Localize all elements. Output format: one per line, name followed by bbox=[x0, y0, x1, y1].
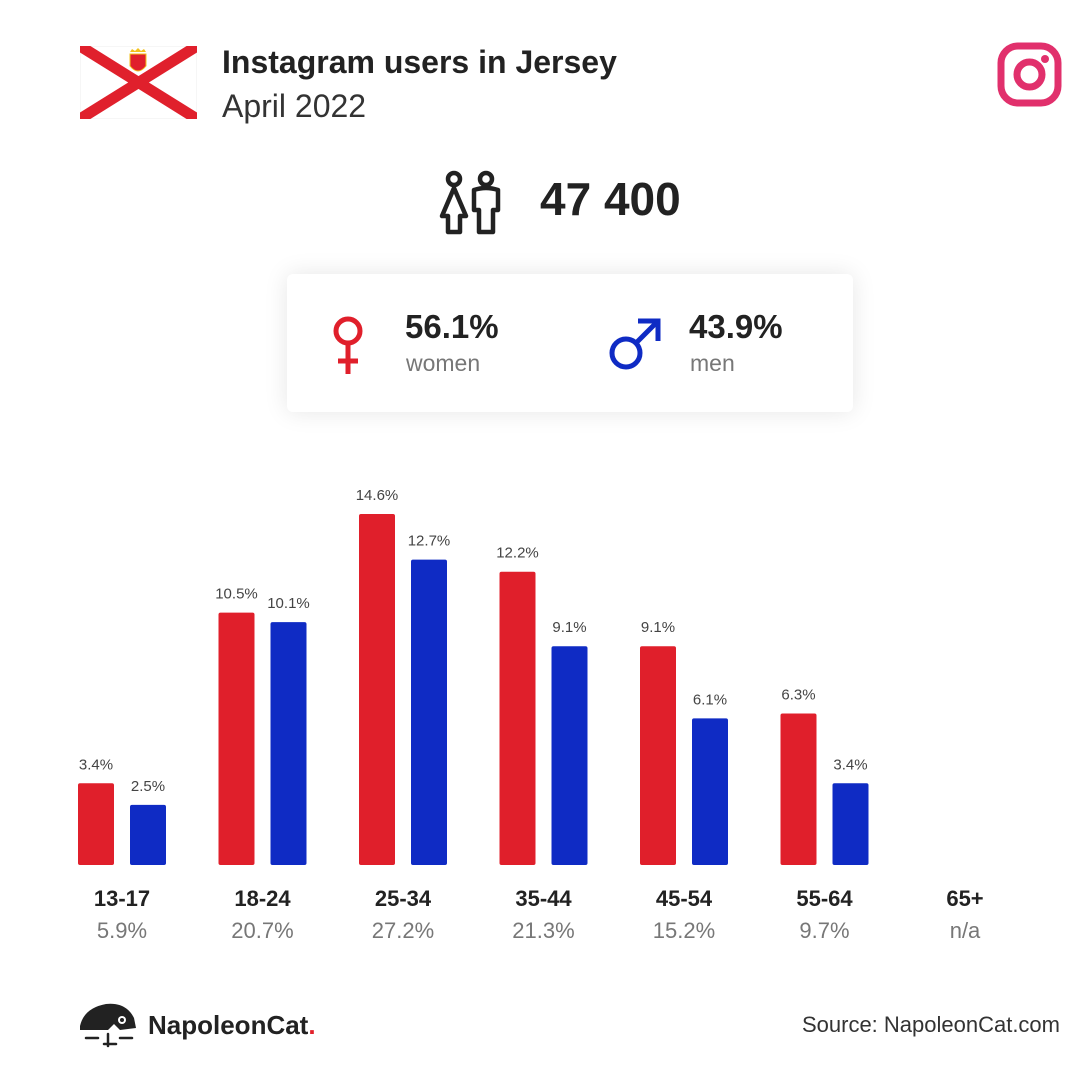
category-label-45-54: 45-54 bbox=[656, 886, 713, 911]
bar-women-13-17 bbox=[78, 783, 114, 865]
category-label-65+: 65+ bbox=[946, 886, 983, 911]
napoleoncat-logo-icon bbox=[80, 1003, 136, 1048]
category-total-25-34: 27.2% bbox=[372, 918, 434, 943]
source-credit: Source: NapoleonCat.com bbox=[801, 1012, 1060, 1037]
bar-women-45-54 bbox=[640, 646, 676, 865]
bar-men-13-17 bbox=[130, 804, 166, 865]
bar-women-25-34 bbox=[359, 514, 395, 865]
male-symbol-icon bbox=[609, 318, 661, 370]
gender-split-card: 56.1% women 43.9% men bbox=[287, 274, 853, 412]
category-total-13-17: 5.9% bbox=[97, 918, 147, 943]
category-label-25-34: 25-34 bbox=[375, 886, 432, 911]
total-users-value: 47 400 bbox=[540, 173, 681, 225]
category-label-13-17: 13-17 bbox=[94, 886, 150, 911]
category-total-18-24: 20.7% bbox=[231, 918, 293, 943]
category-total-65+: n/a bbox=[950, 918, 981, 943]
bar-men-18-24 bbox=[270, 622, 307, 865]
page-title: Instagram users in Jersey bbox=[222, 44, 617, 80]
bar-women-55-64 bbox=[780, 713, 817, 865]
users-icon bbox=[439, 170, 501, 235]
value-label-women-18-24: 10.5% bbox=[215, 586, 258, 603]
category-total-35-44: 21.3% bbox=[512, 918, 574, 943]
men-label: men bbox=[690, 350, 735, 376]
age-gender-bar-chart: 3.4% 2.5% 13-17 5.9% 10.5% 10.1% 18-24 20.7% 14.… bbox=[78, 487, 984, 943]
brand-name: NapoleonCat. bbox=[148, 1010, 316, 1040]
jersey-flag-icon bbox=[80, 46, 197, 119]
category-total-55-64: 9.7% bbox=[799, 918, 849, 943]
category-total-45-54: 15.2% bbox=[653, 918, 715, 943]
category-label-35-44: 35-44 bbox=[515, 886, 572, 911]
bar-men-55-64 bbox=[832, 783, 869, 865]
bar-women-35-44 bbox=[499, 571, 536, 865]
female-symbol-icon bbox=[333, 316, 363, 374]
bar-men-45-54 bbox=[692, 718, 728, 865]
women-label: women bbox=[406, 350, 481, 376]
value-label-men-45-54: 6.1% bbox=[693, 691, 727, 708]
bar-women-18-24 bbox=[218, 612, 255, 865]
value-label-men-18-24: 10.1% bbox=[267, 595, 310, 612]
bar-men-25-34 bbox=[411, 559, 447, 865]
value-label-women-55-64: 6.3% bbox=[781, 687, 815, 704]
women-percentage: 56.1% bbox=[405, 308, 499, 345]
value-label-women-13-17: 3.4% bbox=[79, 756, 113, 773]
bar-men-35-44 bbox=[551, 646, 588, 865]
page-subtitle: April 2022 bbox=[222, 88, 367, 124]
category-label-18-24: 18-24 bbox=[234, 886, 291, 911]
value-label-women-35-44: 12.2% bbox=[496, 545, 539, 562]
value-label-men-35-44: 9.1% bbox=[552, 619, 586, 636]
value-label-men-25-34: 12.7% bbox=[408, 533, 451, 550]
men-percentage: 43.9% bbox=[689, 308, 783, 345]
value-label-men-55-64: 3.4% bbox=[833, 756, 867, 773]
category-label-55-64: 55-64 bbox=[796, 886, 853, 911]
value-label-women-25-34: 14.6% bbox=[356, 487, 399, 504]
instagram-icon bbox=[997, 42, 1062, 107]
value-label-women-45-54: 9.1% bbox=[641, 619, 675, 636]
value-label-men-13-17: 2.5% bbox=[131, 778, 165, 795]
